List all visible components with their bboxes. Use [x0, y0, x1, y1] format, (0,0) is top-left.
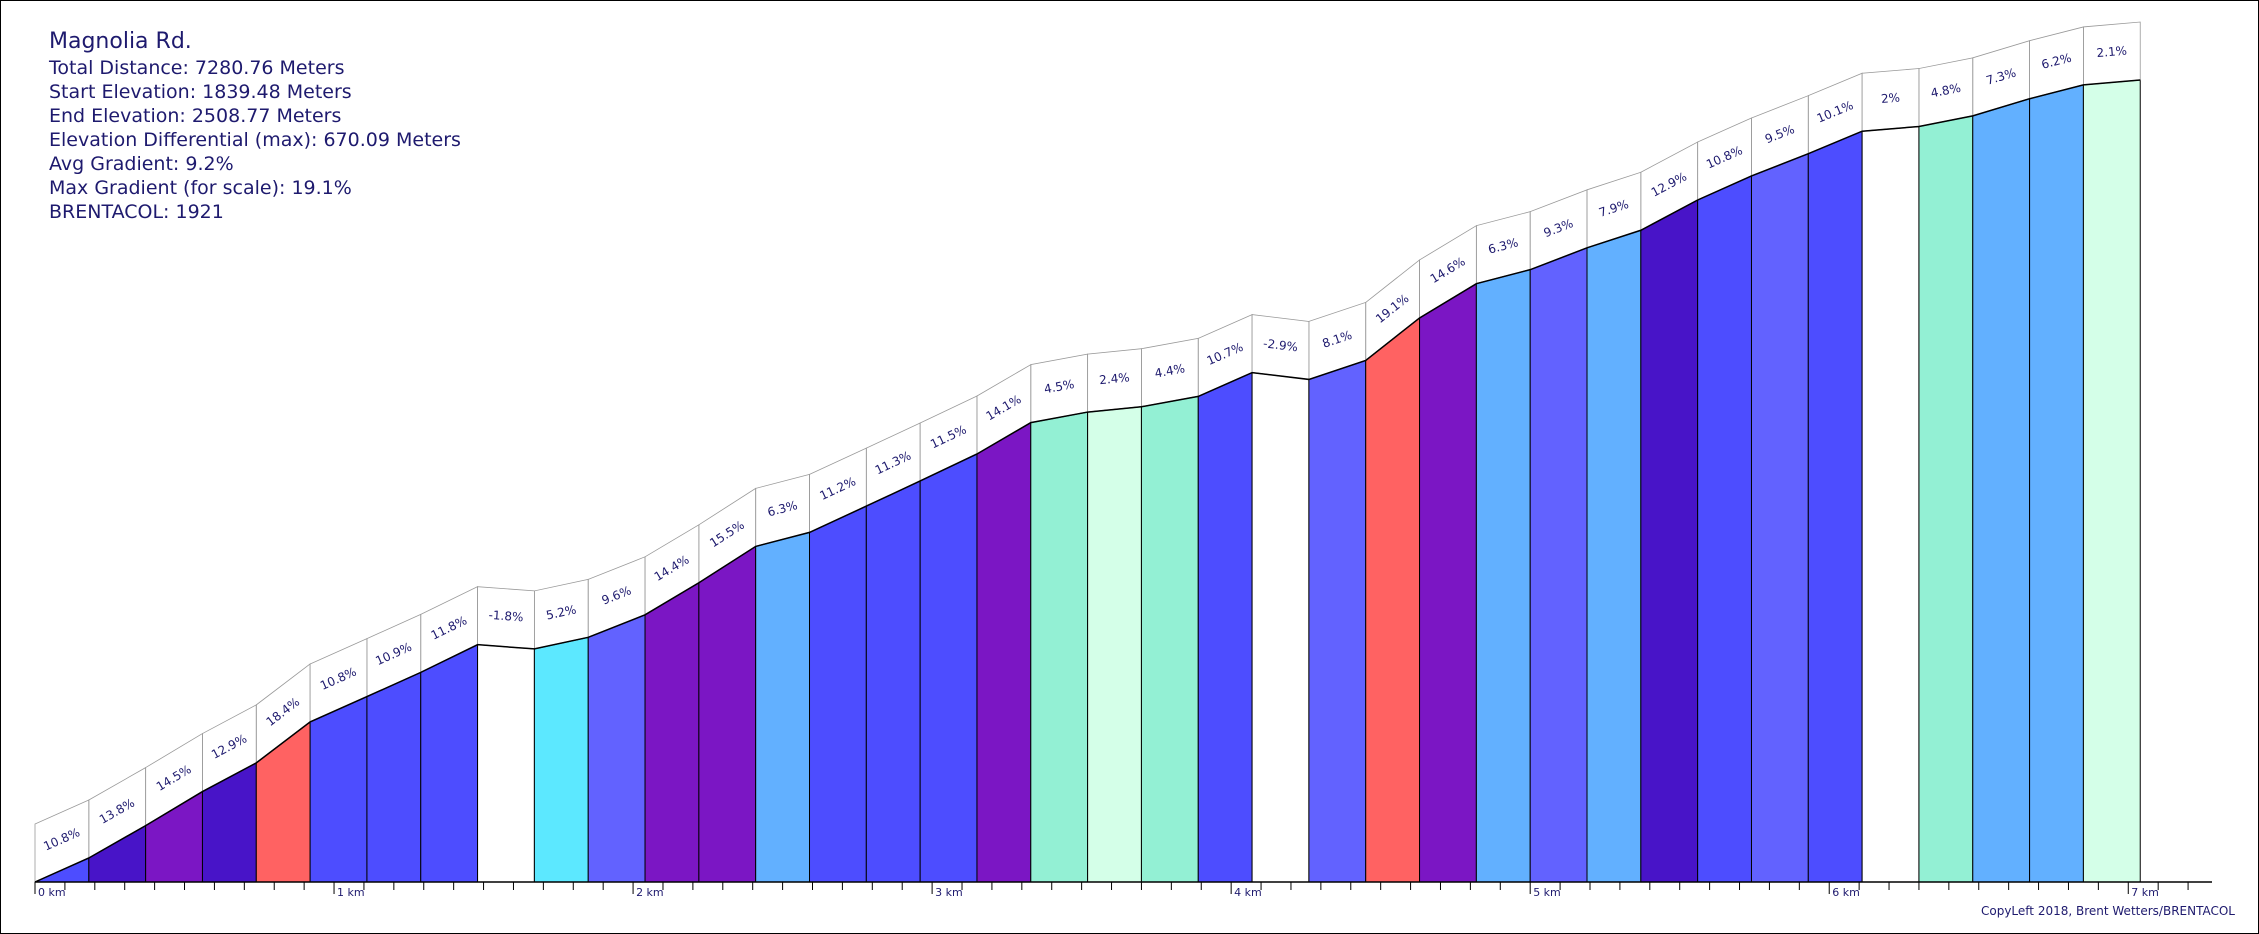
- x-tick-label-1: 1 km: [337, 886, 365, 899]
- segment-24: [1308, 359, 1367, 883]
- gradient-label-22: 10.7%: [1205, 340, 1246, 368]
- segment-14: [755, 531, 811, 883]
- max-gradient: Max Gradient (for scale): 19.1%: [49, 177, 352, 199]
- gradient-label-5: 18.4%: [263, 695, 302, 729]
- segment-23: [1251, 372, 1310, 883]
- gradient-label-21: 4.4%: [1154, 361, 1187, 380]
- segment-4: [201, 762, 257, 883]
- x-tick-label-5: 5 km: [1533, 886, 1561, 899]
- segment-16: [865, 480, 921, 883]
- gradient-label-2: 13.8%: [97, 796, 137, 827]
- x-tick-label-4: 4 km: [1234, 886, 1262, 899]
- segment-8: [420, 643, 479, 883]
- copyleft-credit: CopyLeft 2018, Brent Wetters/BRENTACOL: [1980, 904, 2235, 918]
- elevation-differential: Elevation Differential (max): 670.09 Met…: [49, 129, 461, 151]
- gradient-label-29: 7.9%: [1597, 197, 1630, 220]
- segment-7: [366, 671, 422, 883]
- segment-11: [587, 614, 646, 883]
- gradient-label-31: 10.8%: [1704, 143, 1745, 171]
- gradient-label-36: 7.3%: [1984, 66, 2017, 88]
- climb-title: Magnolia Rd.: [49, 29, 192, 54]
- gradient-label-19: 4.5%: [1043, 377, 1076, 396]
- gradient-label-4: 12.9%: [209, 731, 249, 761]
- segment-28: [1529, 247, 1588, 883]
- segment-25: [1365, 316, 1421, 883]
- gradient-label-16: 11.3%: [873, 449, 913, 478]
- segment-38: [2082, 79, 2141, 883]
- gradient-label-26: 14.6%: [1428, 254, 1468, 286]
- gradient-label-28: 9.3%: [1542, 216, 1575, 240]
- gradient-label-20: 2.4%: [1099, 370, 1131, 387]
- gradient-label-9: -1.8%: [488, 608, 524, 625]
- segment-36: [1972, 98, 2031, 883]
- gradient-label-11: 9.6%: [600, 583, 634, 607]
- gradient-label-8: 11.8%: [429, 613, 469, 642]
- gradient-label-1: 10.8%: [41, 825, 82, 853]
- segment-6: [309, 695, 368, 883]
- x-tick-label-6: 6 km: [1832, 886, 1860, 899]
- total-distance: Total Distance: 7280.76 Meters: [49, 57, 345, 79]
- gradient-label-24: 8.1%: [1320, 328, 1353, 351]
- segment-22: [1197, 371, 1253, 883]
- segment-9: [477, 644, 535, 883]
- gradient-label-18: 14.1%: [984, 392, 1024, 423]
- gradient-label-34: 2%: [1880, 90, 1900, 106]
- brentacol-score: BRENTACOL: 1921: [49, 201, 224, 223]
- gradient-label-14: 6.3%: [766, 498, 799, 519]
- x-tick-label-0: 0 km: [38, 886, 66, 899]
- segment-13: [698, 545, 757, 883]
- segment-10: [533, 636, 589, 883]
- gradient-label-30: 12.9%: [1649, 169, 1689, 199]
- avg-gradient: Avg Gradient: 9.2%: [49, 153, 234, 175]
- x-tick-label-3: 3 km: [935, 886, 963, 899]
- segment-3: [145, 790, 203, 883]
- gradient-label-32: 9.5%: [1763, 122, 1797, 146]
- segment-33: [1807, 130, 1863, 883]
- segment-5: [255, 720, 311, 883]
- segment-20: [1087, 406, 1142, 883]
- gradient-label-17: 11.5%: [928, 422, 968, 451]
- gradient-label-27: 6.3%: [1487, 235, 1520, 256]
- segment-21: [1140, 395, 1199, 883]
- profile-line: [34, 79, 2141, 883]
- gradient-label-23: -2.9%: [1262, 336, 1298, 354]
- gradient-label-15: 11.2%: [817, 474, 857, 503]
- segment-15: [809, 505, 867, 883]
- segment-32: [1750, 152, 1809, 883]
- segment-26: [1419, 282, 1477, 883]
- gradient-label-7: 10.9%: [373, 640, 414, 668]
- segment-35: [1918, 115, 1974, 883]
- segment-31: [1697, 175, 1752, 883]
- segment-27: [1475, 269, 1531, 883]
- segment-19: [1030, 411, 1089, 883]
- gradient-label-35: 4.8%: [1929, 81, 1962, 101]
- end-elevation: End Elevation: 2508.77 Meters: [49, 105, 342, 127]
- gradient-label-3: 14.5%: [154, 762, 194, 794]
- segment-17: [919, 453, 978, 883]
- gradient-label-12: 14.4%: [652, 552, 692, 584]
- gradient-label-25: 19.1%: [1373, 291, 1412, 326]
- gradient-label-6: 10.8%: [318, 665, 359, 693]
- segment-12: [644, 581, 700, 883]
- x-tick-label-7: 7 km: [2131, 886, 2159, 899]
- x-tick-label-2: 2 km: [636, 886, 664, 899]
- segment-34: [1861, 125, 1920, 883]
- gradient-label-13: 15.5%: [707, 518, 747, 550]
- gradient-label-37: 6.2%: [2040, 51, 2073, 72]
- gradient-label-38: 2.1%: [2096, 44, 2128, 61]
- segment-30: [1640, 199, 1699, 883]
- climb-info-panel: Magnolia Rd. Total Distance: 7280.76 Met…: [49, 28, 461, 224]
- segment-37: [2029, 84, 2084, 883]
- segment-29: [1586, 229, 1642, 883]
- gradient-label-10: 5.2%: [545, 602, 578, 622]
- gradient-label-33: 10.1%: [1815, 98, 1856, 126]
- segment-18: [976, 421, 1032, 883]
- start-elevation: Start Elevation: 1839.48 Meters: [49, 81, 352, 103]
